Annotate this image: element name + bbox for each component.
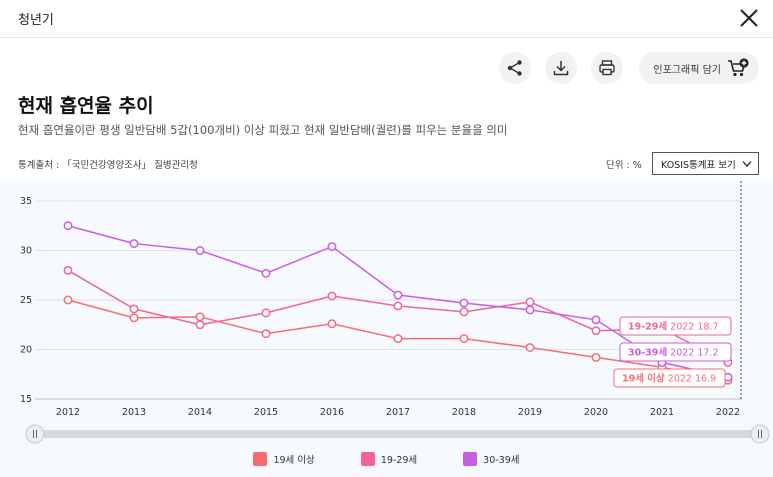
data-point[interactable]: [195, 320, 205, 330]
x-tick-label: 2019: [518, 407, 542, 418]
data-point[interactable]: [393, 334, 403, 344]
add-infographic-label: 인포그래픽 담기: [653, 64, 721, 76]
add-infographic-button[interactable]: 인포그래픽 담기: [639, 52, 759, 84]
data-point[interactable]: [261, 308, 271, 318]
chart-area: 15 20 25 30 35 2012 2013 2014 2015 2016 2017 2018 20…: [0, 181, 773, 477]
y-tick-label: 20: [20, 345, 32, 356]
x-tick-label: 2018: [452, 407, 476, 418]
close-button[interactable]: [737, 6, 761, 30]
data-point[interactable]: [129, 304, 139, 314]
download-icon: [554, 61, 569, 76]
data-point[interactable]: [459, 334, 469, 344]
printer-icon: [599, 60, 616, 76]
data-point[interactable]: [393, 290, 403, 300]
x-tick-label: 2021: [650, 407, 674, 418]
data-point[interactable]: [525, 297, 535, 307]
data-point[interactable]: [591, 315, 601, 325]
annotation-box: [619, 316, 732, 336]
data-point[interactable]: [525, 343, 535, 352]
chart-legend: 19세 이상 19-29세 30-39세: [0, 452, 773, 466]
page-description: 현재 흡연율이란 평생 일반담배 5갑(100개비) 이상 피웠고 현재 일반담…: [18, 123, 508, 137]
legend-swatch: [360, 452, 375, 466]
range-slider-right-handle[interactable]: [750, 424, 770, 444]
data-point[interactable]: [525, 305, 535, 315]
unit-label: 단위 : %: [606, 160, 642, 171]
statistics-source: 통계출처 : 「국민건강영양조사」 질병관리청: [18, 160, 198, 171]
window-title: 청년기: [18, 13, 54, 28]
x-tick-label: 2020: [584, 407, 608, 418]
data-point[interactable]: [261, 329, 271, 339]
legend-swatch: [463, 452, 478, 466]
x-tick-label: 2022: [716, 407, 740, 418]
line-chart: 15 20 25 30 35 2012 2013 2014 2015 2016 2017 2018 20…: [20, 181, 770, 444]
legend-label: 19-29세: [380, 455, 418, 466]
data-point[interactable]: [327, 291, 337, 301]
y-tick-label: 35: [20, 196, 32, 207]
legend-label: 30-39세: [483, 455, 520, 466]
legend-label: 19세 이상: [273, 455, 315, 466]
kosis-table-select[interactable]: KOSIS통계표 보기: [652, 152, 759, 175]
x-tick-label: 2017: [386, 407, 410, 418]
legend-item-19-over[interactable]: 19세 이상: [253, 452, 315, 466]
chevron-down-icon: [742, 161, 752, 167]
x-tick-label: 2013: [122, 407, 146, 418]
legend-item-30-39[interactable]: 30-39세: [463, 452, 520, 466]
data-point[interactable]: [129, 239, 139, 249]
data-point[interactable]: [393, 301, 403, 311]
annotation-box: [619, 342, 732, 362]
cart-plus-icon: [728, 58, 749, 77]
data-point[interactable]: [195, 312, 205, 322]
action-toolbar: 인포그래픽 담기: [485, 52, 759, 84]
legend-item-19-29[interactable]: 19-29세: [360, 452, 418, 466]
data-point[interactable]: [261, 268, 271, 278]
annotation-box: [613, 368, 726, 388]
title-bar: 청년기: [0, 0, 773, 38]
y-tick-label: 15: [20, 394, 32, 405]
data-point[interactable]: [591, 326, 601, 336]
data-point[interactable]: [591, 352, 601, 362]
data-point[interactable]: [129, 313, 139, 323]
annotation-label: 30-39세 2022 17.2: [628, 347, 719, 359]
y-tick-label: 30: [20, 246, 32, 257]
data-point[interactable]: [459, 307, 469, 317]
data-point[interactable]: [327, 319, 337, 329]
download-button[interactable]: [545, 52, 578, 84]
close-icon: [740, 9, 758, 27]
legend-swatch: [253, 452, 268, 466]
x-tick-label: 2015: [254, 407, 278, 418]
data-point[interactable]: [63, 265, 73, 275]
data-point[interactable]: [327, 242, 337, 251]
y-tick-label: 25: [20, 295, 32, 306]
x-tick-label: 2014: [188, 407, 212, 418]
data-point[interactable]: [459, 298, 469, 308]
range-slider-track[interactable]: [34, 430, 760, 438]
share-icon: [508, 60, 523, 76]
x-tick-label: 2016: [320, 407, 344, 418]
print-button[interactable]: [591, 52, 624, 84]
data-point[interactable]: [63, 221, 73, 231]
annotation-label: 19세 이상 2022 16.9: [622, 373, 716, 385]
data-point[interactable]: [195, 246, 205, 255]
share-button[interactable]: [499, 52, 532, 84]
data-point[interactable]: [63, 295, 73, 305]
kosis-select-label: KOSIS통계표 보기: [661, 159, 736, 171]
page-title: 현재 흡연율 추이: [18, 95, 154, 117]
annotation-label: 19-29세 2022 18.7: [628, 321, 719, 333]
x-tick-label: 2012: [56, 407, 80, 418]
range-slider-left-handle[interactable]: [25, 424, 45, 444]
